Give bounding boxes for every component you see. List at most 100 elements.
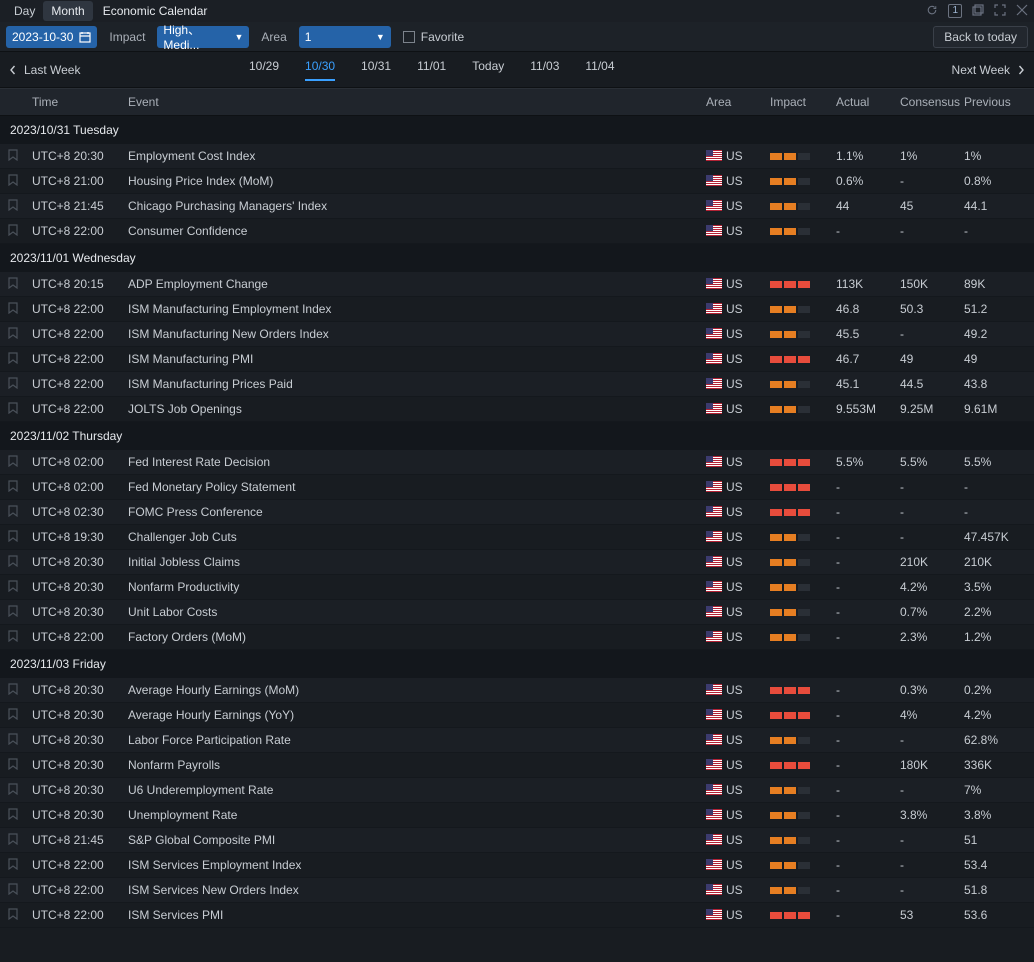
table-row[interactable]: UTC+8 22:00ISM Manufacturing Employment … (0, 297, 1034, 322)
bookmark-button[interactable] (0, 199, 26, 214)
table-row[interactable]: UTC+8 21:45Chicago Purchasing Managers' … (0, 194, 1034, 219)
maximize-icon[interactable] (994, 4, 1006, 16)
date-picker[interactable]: 2023-10-30 (6, 26, 97, 48)
bookmark-button[interactable] (0, 480, 26, 495)
table-row[interactable]: UTC+8 20:30U6 Underemployment RateUS--7% (0, 778, 1034, 803)
favorite-toggle[interactable]: Favorite (403, 30, 464, 44)
cell-previous: 1.2% (964, 630, 1034, 644)
impact-bars (770, 509, 836, 516)
table-row[interactable]: UTC+8 20:15ADP Employment ChangeUS113K15… (0, 272, 1034, 297)
table-row[interactable]: UTC+8 22:00ISM Services Employment Index… (0, 853, 1034, 878)
day-tab[interactable]: 11/04 (585, 59, 614, 81)
cell-event: Labor Force Participation Rate (126, 733, 706, 747)
day-tab[interactable]: 10/31 (361, 59, 391, 81)
table-row[interactable]: UTC+8 22:00JOLTS Job OpeningsUS9.553M9.2… (0, 397, 1034, 422)
table-row[interactable]: UTC+8 21:00Housing Price Index (MoM)US0.… (0, 169, 1034, 194)
table-row[interactable]: UTC+8 22:00ISM Services PMIUS-5353.6 (0, 903, 1034, 928)
bookmark-button[interactable] (0, 708, 26, 723)
impact-dropdown[interactable]: High、Medi... ▼ (157, 26, 249, 48)
cell-event: ISM Manufacturing Prices Paid (126, 377, 706, 391)
table-row[interactable]: UTC+8 22:00ISM Manufacturing PMIUS46.749… (0, 347, 1034, 372)
impact-bars (770, 559, 836, 566)
flag-icon (706, 150, 722, 161)
flag-icon (706, 759, 722, 770)
day-tab[interactable]: 11/01 (417, 59, 446, 81)
bookmark-button[interactable] (0, 530, 26, 545)
layout-badge[interactable]: 1 (948, 4, 962, 18)
cell-area: US (706, 783, 770, 797)
table-row[interactable]: UTC+8 22:00ISM Manufacturing Prices Paid… (0, 372, 1034, 397)
refresh-icon[interactable] (926, 4, 938, 16)
bookmark-button[interactable] (0, 174, 26, 189)
bookmark-button[interactable] (0, 580, 26, 595)
bookmark-button[interactable] (0, 455, 26, 470)
cell-time: UTC+8 02:00 (26, 480, 126, 494)
table-row[interactable]: UTC+8 20:30Labor Force Participation Rat… (0, 728, 1034, 753)
table-row[interactable]: UTC+8 20:30Nonfarm PayrollsUS-180K336K (0, 753, 1034, 778)
impact-bars (770, 812, 836, 819)
cell-time: UTC+8 22:00 (26, 908, 126, 922)
bookmark-button[interactable] (0, 630, 26, 645)
tab-day[interactable]: Day (6, 1, 43, 21)
table-row[interactable]: UTC+8 20:30Average Hourly Earnings (YoY)… (0, 703, 1034, 728)
bookmark-button[interactable] (0, 327, 26, 342)
table-row[interactable]: UTC+8 19:30Challenger Job CutsUS--47.457… (0, 525, 1034, 550)
bookmark-button[interactable] (0, 149, 26, 164)
bookmark-button[interactable] (0, 505, 26, 520)
bookmark-button[interactable] (0, 302, 26, 317)
cell-area: US (706, 530, 770, 544)
table-row[interactable]: UTC+8 22:00Consumer ConfidenceUS--- (0, 219, 1034, 244)
bookmark-button[interactable] (0, 224, 26, 239)
table-row[interactable]: UTC+8 21:45S&P Global Composite PMIUS--5… (0, 828, 1034, 853)
day-tab[interactable]: 11/03 (530, 59, 559, 81)
bookmark-button[interactable] (0, 858, 26, 873)
day-tab[interactable]: Today (472, 59, 504, 81)
impact-bars (770, 406, 836, 413)
bookmark-button[interactable] (0, 833, 26, 848)
cell-time: UTC+8 20:30 (26, 555, 126, 569)
table-row[interactable]: UTC+8 20:30Initial Jobless ClaimsUS-210K… (0, 550, 1034, 575)
table-row[interactable]: UTC+8 20:30Employment Cost IndexUS1.1%1%… (0, 144, 1034, 169)
last-week-button[interactable]: Last Week (8, 63, 80, 77)
cell-consensus: 49 (900, 352, 964, 366)
table-row[interactable]: UTC+8 20:30Unemployment RateUS-3.8%3.8% (0, 803, 1034, 828)
table-row[interactable]: UTC+8 02:00Fed Interest Rate DecisionUS5… (0, 450, 1034, 475)
bookmark-button[interactable] (0, 377, 26, 392)
bookmark-button[interactable] (0, 908, 26, 923)
tab-month[interactable]: Month (43, 1, 92, 21)
impact-bars (770, 534, 836, 541)
bookmark-button[interactable] (0, 783, 26, 798)
bookmark-button[interactable] (0, 808, 26, 823)
chevron-down-icon: ▼ (234, 32, 243, 42)
bookmark-button[interactable] (0, 733, 26, 748)
bookmark-button[interactable] (0, 683, 26, 698)
table-row[interactable]: UTC+8 22:00ISM Manufacturing New Orders … (0, 322, 1034, 347)
flag-icon (706, 403, 722, 414)
cell-event: Chicago Purchasing Managers' Index (126, 199, 706, 213)
table-row[interactable]: UTC+8 22:00Factory Orders (MoM)US-2.3%1.… (0, 625, 1034, 650)
next-week-button[interactable]: Next Week (952, 63, 1026, 77)
cell-previous: 0.8% (964, 174, 1034, 188)
day-tab[interactable]: 10/29 (249, 59, 279, 81)
bookmark-button[interactable] (0, 402, 26, 417)
bookmark-button[interactable] (0, 352, 26, 367)
cell-event: Nonfarm Productivity (126, 580, 706, 594)
area-dropdown[interactable]: 1 ▼ (299, 26, 391, 48)
bookmark-button[interactable] (0, 605, 26, 620)
day-tab[interactable]: 10/30 (305, 59, 335, 81)
back-to-today-button[interactable]: Back to today (933, 26, 1028, 48)
table-row[interactable]: UTC+8 02:00Fed Monetary Policy Statement… (0, 475, 1034, 500)
table-row[interactable]: UTC+8 20:30Nonfarm ProductivityUS-4.2%3.… (0, 575, 1034, 600)
table-row[interactable]: UTC+8 02:30FOMC Press ConferenceUS--- (0, 500, 1034, 525)
bookmark-button[interactable] (0, 758, 26, 773)
table-row[interactable]: UTC+8 20:30Average Hourly Earnings (MoM)… (0, 678, 1034, 703)
cell-area: US (706, 808, 770, 822)
table-row[interactable]: UTC+8 22:00ISM Services New Orders Index… (0, 878, 1034, 903)
bookmark-button[interactable] (0, 277, 26, 292)
bookmark-button[interactable] (0, 555, 26, 570)
cell-consensus: - (900, 858, 964, 872)
close-icon[interactable] (1016, 4, 1028, 16)
popout-icon[interactable] (972, 4, 984, 16)
table-row[interactable]: UTC+8 20:30Unit Labor CostsUS-0.7%2.2% (0, 600, 1034, 625)
bookmark-button[interactable] (0, 883, 26, 898)
